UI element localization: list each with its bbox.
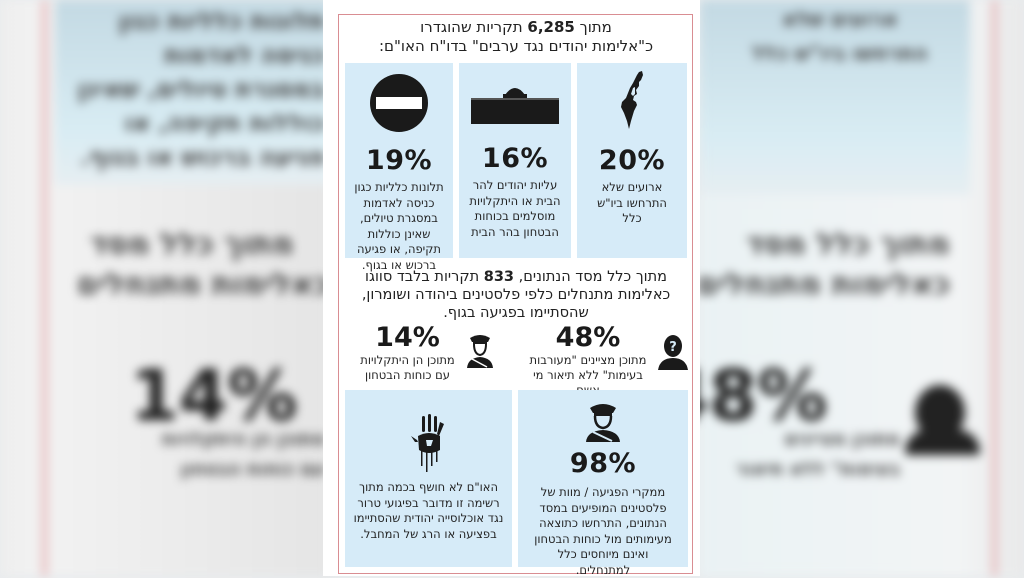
background-person-body [905,430,980,455]
infographic-title: מתוך 6,285 תקריות שהוגדרו כ"אלימות יהודי… [340,18,692,56]
stat-percent: 20% [598,145,666,176]
background-card-left [55,0,330,185]
title-suffix: תקריות שהוגדרו [420,18,523,36]
stat-percent: 14% [375,322,440,353]
middle-prefix: מתוך כלל מסד הנתונים, [518,269,667,285]
stat-card-20-percent: 20% ארועים שלא התרחשו ביו"ש כלל [577,63,687,258]
background-mid-text-left: מתוך כלל מסד כאלימות מתנחלים [76,227,330,302]
svg-text:?: ? [669,340,677,355]
middle-line3: שהסתיימו בפגיעה בגוף. [443,305,589,321]
no-entry-icon [369,73,429,133]
background-text-right: ארועים שלא התרחשו ביו"ש כלל [752,7,928,65]
middle-summary: מתוך כלל מסד הנתונים, 833 תקריות בלבד סו… [340,268,692,322]
stat-description-line1: מתוכן מציינים "מעורבות [529,353,647,367]
infographic-frame [338,14,693,574]
stat-14-percent: 14% מתוכן הן היתקלויות עם כוחות הבטחון [350,322,495,384]
disclaimer-text: האו"ם לא חושף בכמה מתוך רשימה זו מדובר ב… [353,480,504,541]
stat-description: ארועים שלא התרחשו ביו"ש כלל [597,180,667,225]
stat-percent: 48% [555,322,621,353]
background-bottom-text-right: מתוכן מציינים בעימות" ללא תיאור [735,429,900,480]
stat-description-line2: עם כוחות הבטחון [365,368,450,382]
stat-card-98-percent: 98% ממקרי הפגיעה / מוות של פלסטינים המופ… [518,390,688,577]
middle-number: 833 [483,269,515,285]
background-bottom-text-left: מתוכן הן היתקלויות עם כוחות הבטחון [161,429,325,480]
title-line2: כ"אלימות יהודים נגד ערבים" בדו"ח האו"ם: [378,37,654,55]
title-prefix: מתוך [579,18,612,36]
temple-mount-icon [467,77,563,127]
stat-description: ממקרי הפגיעה / מוות של פלסטינים המופיעים… [534,485,672,577]
police-officer-icon [465,332,495,368]
background-frame-line-left [42,0,47,576]
stat-description: עליות יהודים להר הבית או היתקלויות מוסלמ… [469,178,561,239]
stat-card-19-percent: 19% תלונות כלליות כגון כניסה לאדמות במסג… [345,63,453,272]
background-card-right [700,0,970,195]
background-mid-text-right: מתוך כלל מסד כאלימות מתנחלים [696,227,950,302]
stat-description-line1: מתוכן הן היתקלויות [360,353,455,367]
stat-card-16-percent: 16% עליות יהודים להר הבית או היתקלויות מ… [459,63,571,258]
background-frame-line-right [992,0,997,576]
bloody-hand-icon [409,412,449,474]
un-disclaimer-card: האו"ם לא חושף בכמה מתוך רשימה זו מדובר ב… [345,390,512,567]
stat-percent: 19% [365,145,433,176]
middle-suffix: תקריות בלבד סווגו [365,269,480,285]
stat-percent: 16% [481,143,549,174]
stat-48-percent: ? 48% מתוכן מציינים "מעורבות בעימות" ללא… [520,322,690,397]
title-number: 6,285 [527,18,575,36]
background-big-percent-left: 14% [130,355,298,437]
stat-description: תלונות כלליות כגון כניסה לאדמות במסגרת ט… [354,180,444,272]
background-text-left: תלונות כלליות כגון כניסה לאדמות במסגרת טיו… [77,7,325,171]
police-officer-icon [584,400,622,442]
stat-percent: 98% [569,448,637,479]
unknown-person-icon: ? [656,334,690,370]
map-of-israel-icon [612,69,652,131]
middle-line2: כאלימות מתנחלים כלפי פלסטינים ביהודה ושו… [361,287,671,303]
